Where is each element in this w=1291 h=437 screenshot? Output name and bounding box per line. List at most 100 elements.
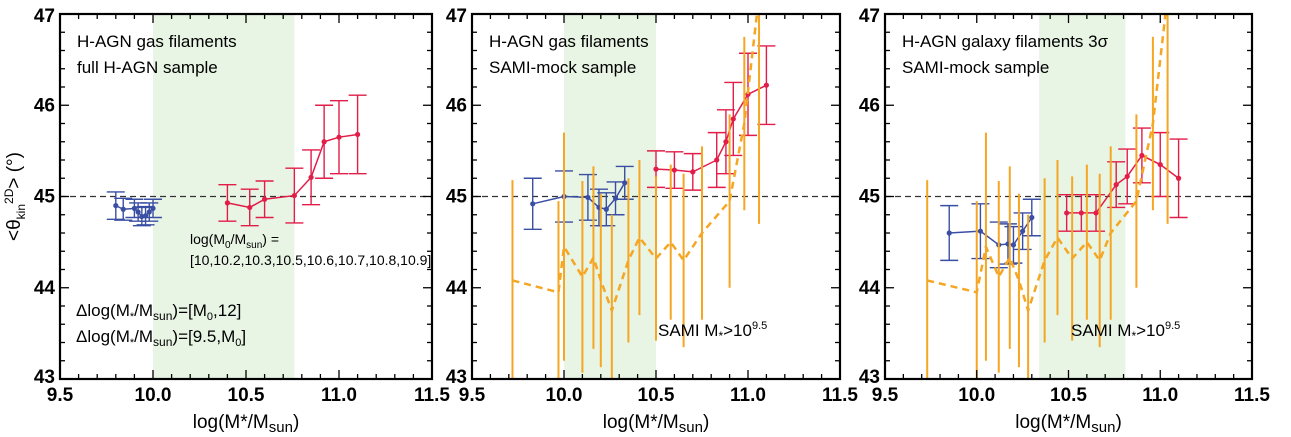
- x-tick-label: 11.0: [730, 385, 766, 406]
- data-point: [671, 167, 678, 173]
- data-point: [336, 134, 342, 140]
- data-point: [585, 194, 591, 201]
- data-point: [723, 139, 729, 145]
- sami-label: SAMI M*>109.5: [1071, 320, 1180, 343]
- data-point: [1124, 173, 1130, 180]
- y-axis-label: <θkin2D> (°): [2, 152, 28, 241]
- data-point: [131, 205, 137, 211]
- data-point: [1078, 210, 1084, 216]
- plot-area: [106, 94, 367, 227]
- y-tick-label: 44: [34, 278, 56, 299]
- m0-values: [10,10.2,10.3,10.5,10.6,10.7,10.8,10.9]: [190, 252, 431, 268]
- m0-formula: log(M0/Msun) =: [190, 231, 279, 251]
- data-point: [1064, 210, 1070, 216]
- y-tick-label: 47: [34, 6, 55, 27]
- data-point: [1020, 228, 1026, 234]
- y-tick-label: 45: [34, 187, 56, 208]
- plot-area: [926, 14, 1188, 379]
- panel-annotation: H-AGN gas filaments: [489, 32, 649, 51]
- panel-annotation: SAMI-mock sample: [902, 58, 1049, 77]
- series-red: [647, 45, 776, 191]
- x-tick-label: 11.5: [414, 385, 450, 406]
- x-tick-label: 11.5: [1234, 385, 1270, 406]
- y-tick-label: 47: [859, 6, 880, 27]
- data-point: [247, 204, 253, 211]
- data-point: [730, 116, 736, 122]
- y-tick-label: 45: [859, 187, 881, 208]
- series-line: [926, 14, 1167, 315]
- x-axis-label: log(M*/Msun): [603, 412, 710, 436]
- x-tick-label: 9.5: [47, 385, 74, 406]
- data-point: [355, 131, 361, 138]
- data-point: [612, 195, 619, 201]
- data-point: [714, 157, 720, 163]
- data-point: [1157, 161, 1163, 168]
- sami-label: SAMI M*>109.5: [658, 320, 767, 343]
- x-axis-label: log(M*/Msun): [193, 412, 300, 436]
- x-tick-label: 11.0: [1142, 385, 1178, 406]
- data-point: [135, 209, 141, 215]
- x-tick-label: 11.0: [321, 385, 357, 406]
- plot-area: [511, 14, 776, 379]
- data-point: [1029, 214, 1035, 221]
- data-point: [321, 139, 327, 145]
- series-line: [512, 14, 759, 315]
- y-tick-label: 46: [859, 95, 880, 116]
- y-tick-label: 44: [446, 278, 468, 299]
- data-point: [120, 206, 126, 212]
- data-point: [308, 174, 314, 180]
- data-point: [530, 201, 536, 207]
- panel-2: 9.5 10.0 10.5 11.0 11.5 43 44 45 46 47 log(M*/Msun…: [446, 6, 859, 436]
- x-axis-label: log(M*/Msun): [1015, 412, 1122, 436]
- data-point: [653, 166, 659, 172]
- data-point: [291, 192, 297, 199]
- x-tick-label: 9.5: [872, 385, 899, 406]
- data-point: [622, 180, 628, 186]
- data-point: [1139, 152, 1145, 159]
- x-tick-label: 10.0: [135, 385, 172, 406]
- data-point: [1093, 210, 1099, 216]
- panel-3: 9.5 10.0 10.5 11.0 11.5 43 44 45 46 47 log(M*/Msun…: [859, 6, 1271, 436]
- series--log-m-msun-m0-12-: [218, 94, 367, 227]
- y-tick-label: 47: [446, 6, 467, 27]
- series-sami: [926, 14, 1169, 379]
- data-point: [1113, 182, 1119, 188]
- data-point: [1176, 175, 1182, 181]
- data-point: [113, 203, 119, 209]
- data-point: [224, 200, 230, 206]
- y-tick-label: 46: [446, 95, 467, 116]
- data-point: [603, 206, 609, 212]
- legend-red: Δlog(M*/Msun)=[M0,12]: [76, 301, 241, 323]
- series-line: [655, 84, 767, 173]
- y-tick-label: 46: [34, 95, 55, 116]
- data-point: [1010, 242, 1017, 248]
- data-point: [946, 230, 952, 236]
- panel-annotation: H-AGN gas filaments: [77, 32, 237, 51]
- data-point: [262, 196, 268, 202]
- data-point: [150, 205, 156, 211]
- y-tick-label: 43: [446, 367, 467, 388]
- panel-annotation: full H-AGN sample: [77, 58, 218, 77]
- series--log-m-msun-9-5-m0-: [106, 191, 162, 227]
- data-point: [977, 228, 984, 234]
- panel-annotation: SAMI-mock sample: [489, 58, 636, 77]
- y-tick-label: 44: [859, 278, 881, 299]
- y-tick-label: 43: [859, 367, 880, 388]
- x-tick-label: 10.5: [638, 385, 675, 406]
- x-tick-label: 10.0: [958, 385, 995, 406]
- data-point: [146, 209, 152, 215]
- panel-annotation: H-AGN galaxy filaments 3σ: [902, 32, 1109, 51]
- data-point: [142, 213, 149, 219]
- x-tick-label: 10.5: [228, 385, 265, 406]
- legend-blue: Δlog(M*/Msun)=[9.5,M0]: [76, 327, 246, 349]
- x-tick-label: 9.5: [459, 385, 486, 406]
- series-sami: [511, 14, 761, 379]
- x-tick-label: 10.0: [546, 385, 583, 406]
- y-tick-label: 45: [446, 187, 468, 208]
- x-tick-label: 11.5: [822, 385, 858, 406]
- x-tick-label: 10.5: [1050, 385, 1087, 406]
- panel-1: 9.5 10.0 10.5 11.0 11.5 43 44 45 46 47 log(M*/Msun…: [2, 6, 450, 436]
- data-point: [690, 169, 696, 175]
- data-point: [763, 82, 770, 88]
